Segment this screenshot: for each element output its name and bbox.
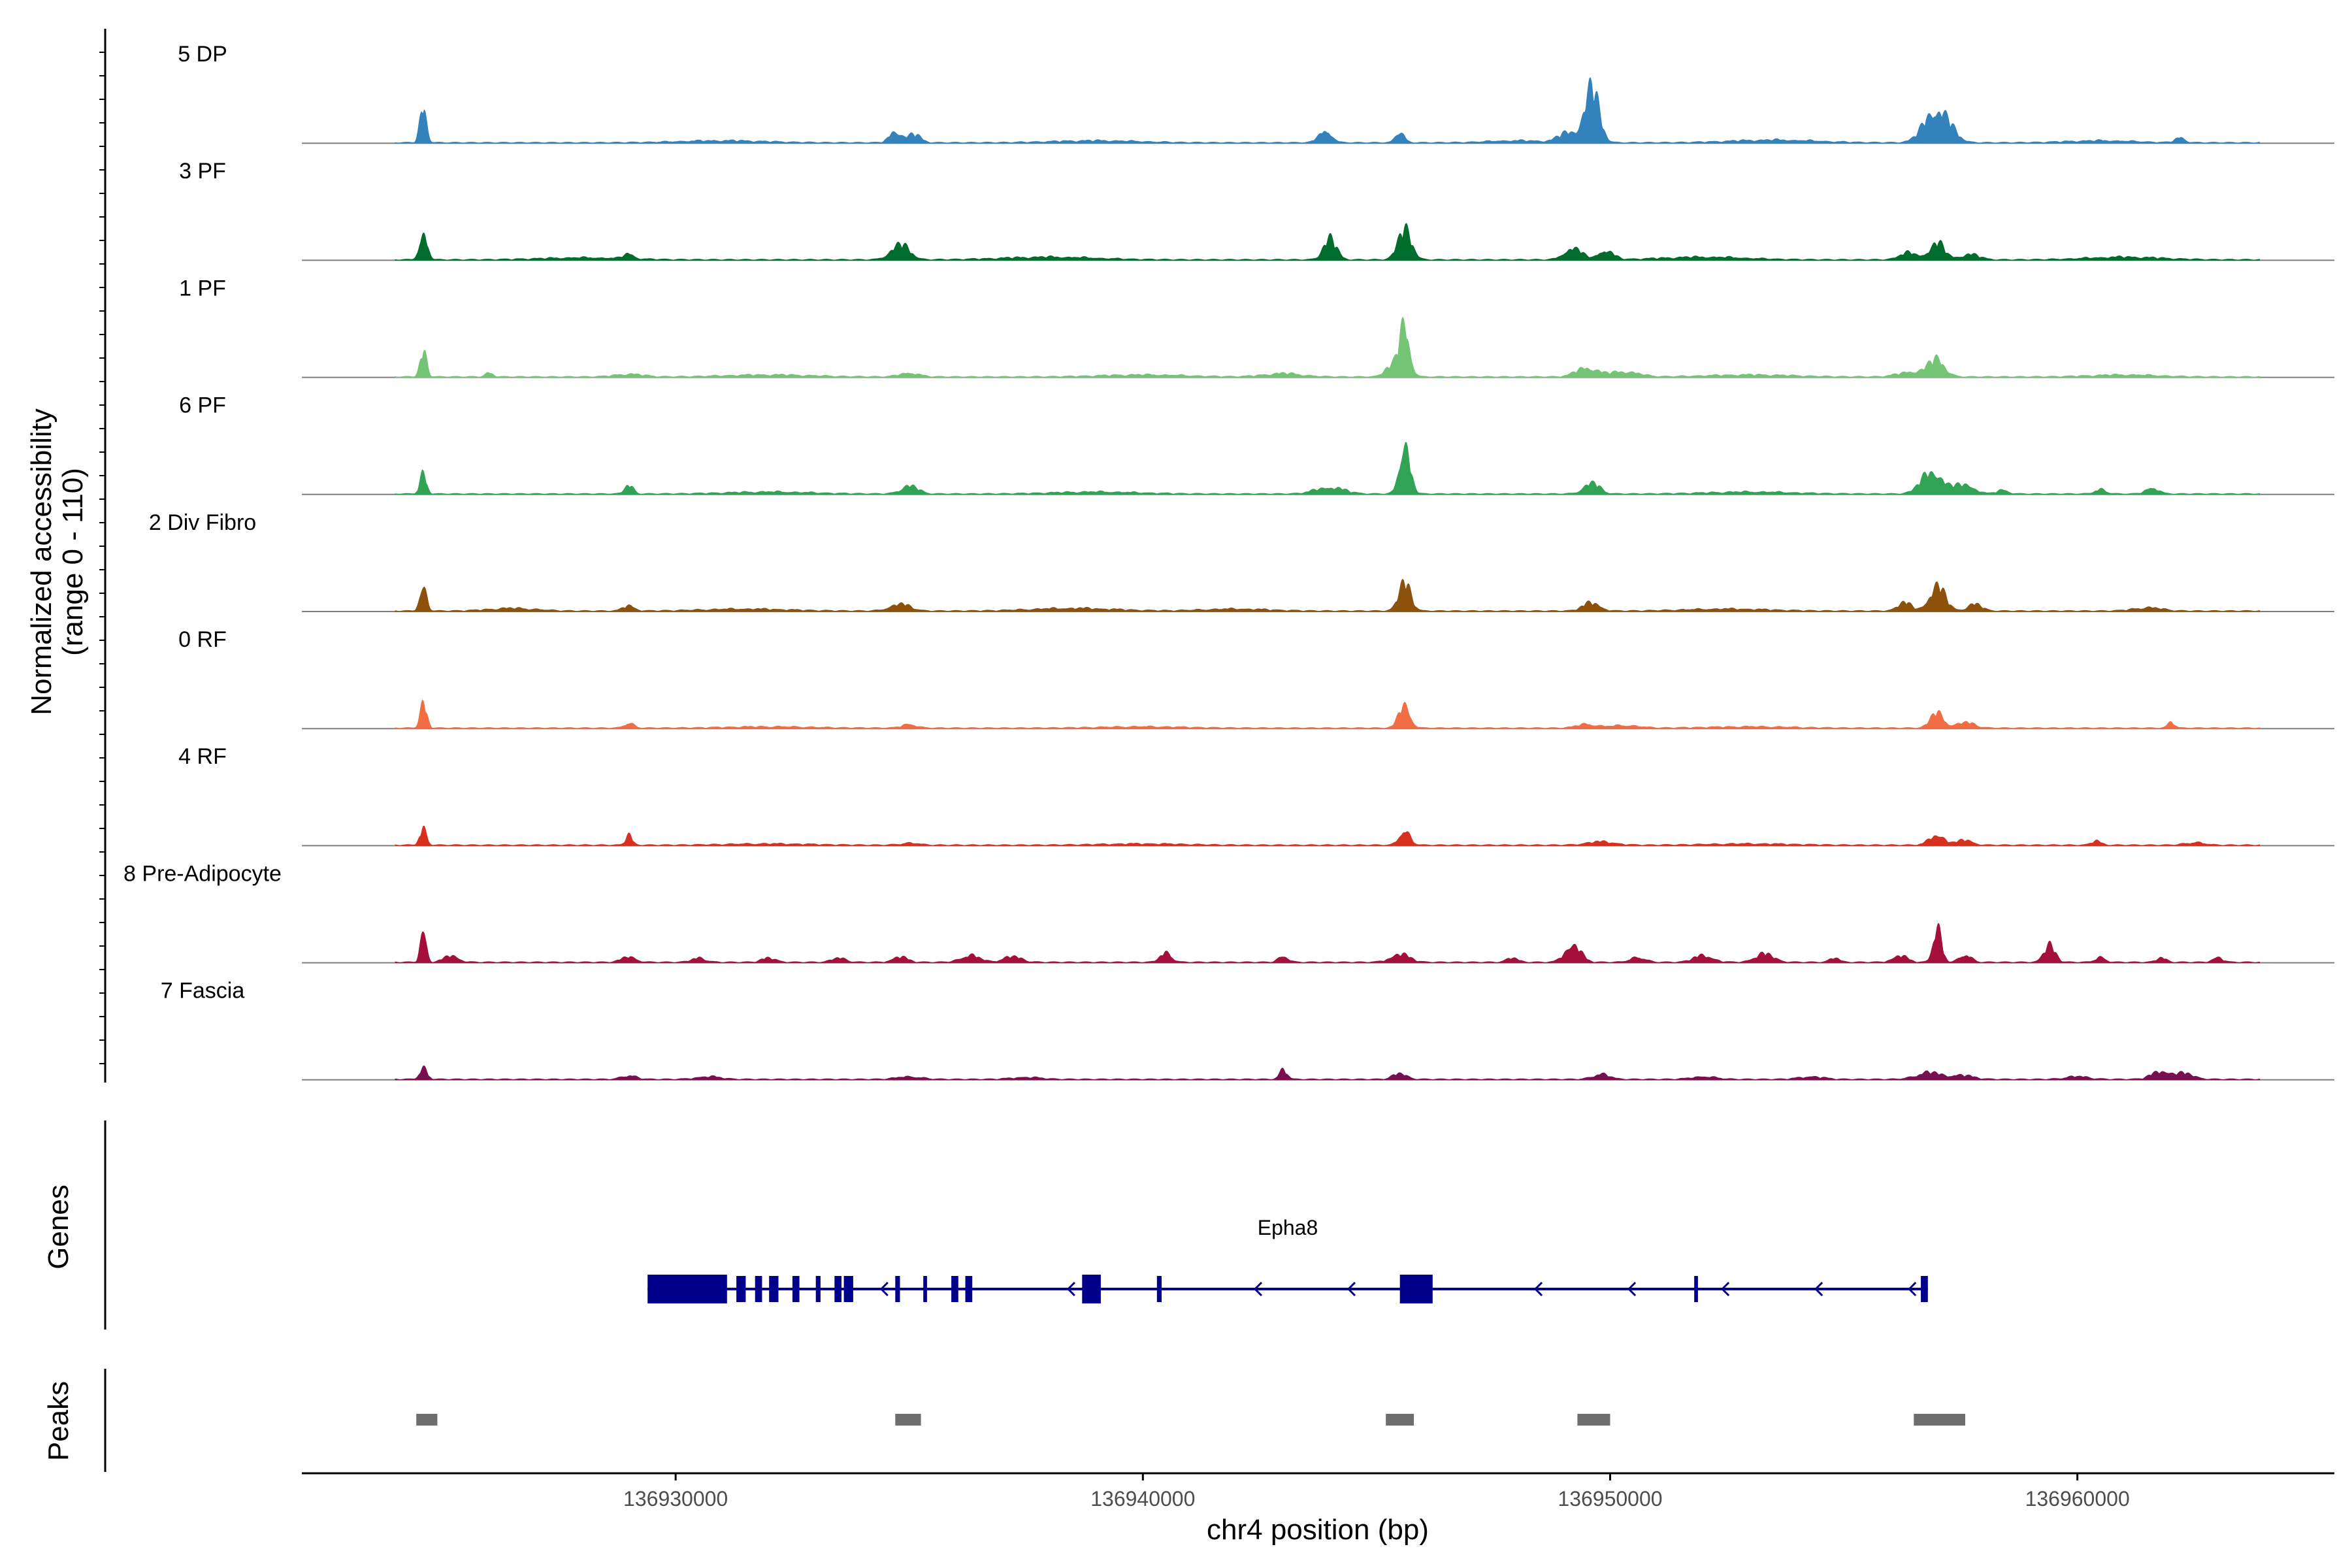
genes-panel-label: Genes (42, 1184, 74, 1269)
strand-arrow (1533, 1281, 1543, 1297)
strand-arrow (1066, 1281, 1075, 1297)
coverage-tracks: 5 DP 3 PF 1 PF 6 PF 2 Div Fibro 0 RF 4 RF 8 Pre… (123, 42, 2334, 1081)
x-tick-label: 136960000 (2025, 1487, 2130, 1511)
x-tick-label: 136950000 (1558, 1487, 1662, 1511)
gene-track: Epha8 (647, 1216, 1928, 1303)
y-axis-title-line1: Normalized accessibility (25, 408, 57, 715)
track-label: 5 DP (178, 42, 227, 67)
track-label: 7 Fascia (161, 979, 245, 1004)
track-0-rf: 0 RF (178, 627, 2334, 730)
peaks-panel-title: Peaks (42, 1381, 74, 1461)
gene-exon (843, 1276, 853, 1302)
track-label: 0 RF (178, 627, 227, 652)
track-4-rf: 4 RF (178, 744, 2334, 847)
gene-name-label: Epha8 (1258, 1216, 1318, 1239)
peak-region (1914, 1414, 1965, 1426)
gene-exon (736, 1276, 746, 1302)
gene-exon (755, 1276, 762, 1302)
gene-exon (769, 1276, 779, 1302)
coverage-area (395, 442, 2261, 495)
gene-exon (834, 1276, 841, 1302)
coverage-area (395, 578, 2261, 612)
x-tick-label: 136940000 (1090, 1487, 1195, 1511)
track-1-pf: 1 PF (179, 276, 2334, 378)
gene-exon (965, 1276, 973, 1302)
gene-exon (951, 1276, 958, 1302)
strand-arrow (1347, 1281, 1356, 1297)
track-8-pre-adipocyte: 8 Pre-Adipocyte (123, 861, 2334, 964)
gene-exon (815, 1276, 821, 1302)
strand-arrow (1814, 1281, 1823, 1297)
track-label: 1 PF (179, 276, 226, 301)
peak-region (895, 1414, 921, 1426)
gene-exon (895, 1276, 900, 1302)
gene-exon (1921, 1276, 1928, 1302)
coverage-area (395, 825, 2261, 846)
strand-arrow (1721, 1281, 1730, 1297)
coverage-area (395, 1065, 2261, 1081)
strand-arrow (1627, 1281, 1637, 1297)
track-7-fascia: 7 Fascia (161, 979, 2334, 1081)
coverage-area (395, 316, 2261, 378)
genes-panel-title: Genes (42, 1184, 74, 1269)
x-axis-title: chr4 position (bp) (1207, 1514, 1429, 1546)
gene-exon (647, 1275, 727, 1303)
track-2-div-fibro: 2 Div Fibro (149, 510, 2334, 612)
track-label: 2 Div Fibro (149, 510, 256, 535)
peak-region (1577, 1414, 1610, 1426)
strand-arrow (1908, 1281, 1917, 1297)
track-label: 6 PF (179, 393, 226, 418)
track-label: 8 Pre-Adipocyte (123, 861, 282, 886)
peak-region (1386, 1414, 1414, 1426)
coverage-area (395, 223, 2261, 261)
peaks-panel-label: Peaks (42, 1381, 74, 1461)
track-label: 3 PF (179, 159, 226, 184)
track-5-dp: 5 DP (178, 42, 2334, 144)
track-label: 4 RF (178, 744, 227, 769)
peak-track (416, 1414, 1965, 1426)
gene-exon (1156, 1276, 1162, 1302)
y-axis-title: Normalized accessibility (range 0 - 110) (25, 408, 89, 715)
gene-exon (923, 1276, 927, 1302)
strand-arrow (879, 1281, 889, 1297)
track-3-pf: 3 PF (179, 159, 2334, 261)
coverage-area (395, 77, 2261, 144)
strand-arrow (1253, 1281, 1263, 1297)
gene-exon (1082, 1275, 1101, 1303)
coverage-y-ticks (99, 52, 105, 1064)
y-axis-title-line2: (range 0 - 110) (57, 468, 89, 656)
coverage-area (395, 923, 2261, 964)
gene-exon (1399, 1275, 1433, 1303)
x-axis-ticks: 136930000 136940000 136950000 136960000 (623, 1473, 2130, 1511)
x-tick-label: 136930000 (623, 1487, 728, 1511)
gene-exon (1694, 1276, 1698, 1302)
track-6-pf: 6 PF (179, 393, 2334, 495)
coverage-area (395, 699, 2261, 729)
gene-exon (792, 1276, 800, 1302)
peak-region (416, 1414, 438, 1426)
